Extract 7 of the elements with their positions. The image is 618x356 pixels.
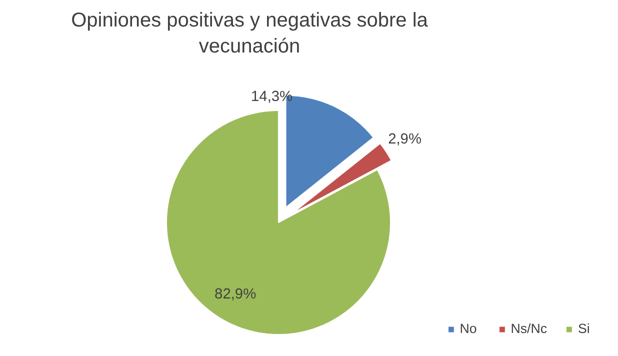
data-label: 14,3% [251,89,293,106]
data-label: 82,9% [214,286,256,303]
legend-label: Ns/Nc [510,321,547,336]
legend-label: No [460,321,478,336]
data-label: 2,9% [388,131,422,148]
chart-title: Opiniones positivas y negativas sobre la vecunación [71,10,429,58]
legend-label: Si [578,321,591,336]
